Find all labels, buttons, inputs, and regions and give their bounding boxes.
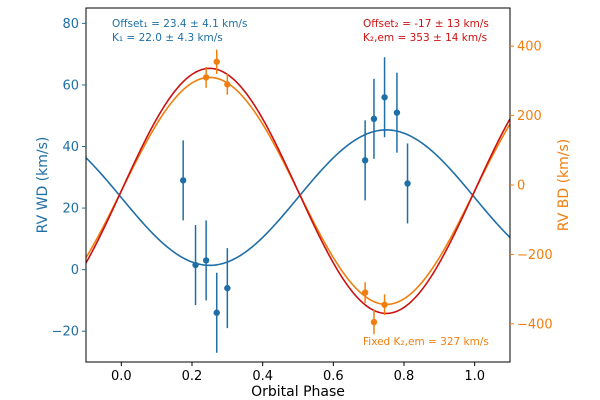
- y-left-axis-ticks: −20 0 20 40 60 80: [52, 17, 86, 340]
- data-marker: [361, 289, 369, 296]
- model-curve-bd_em_fit: [85, 67, 511, 315]
- data-point-wd-9: [404, 143, 411, 224]
- data-marker: [381, 301, 388, 308]
- data-point-wd-4: [224, 248, 231, 329]
- y-right-tick-label: 0: [517, 179, 525, 194]
- y-right-tick-label: −200: [517, 248, 553, 263]
- x-tick-label: 0.0: [111, 369, 132, 384]
- data-point-bd-3: [361, 282, 369, 303]
- y-right-axis-ticks: −400 −200 0 200 400: [510, 40, 553, 332]
- x-axis-ticks: 0.0 0.2 0.4 0.6 0.8 1.0: [111, 362, 485, 384]
- wd-k-annotation: K₁ = 22.0 ± 4.3 km/s: [112, 32, 223, 44]
- data-marker: [213, 309, 220, 316]
- data-point-wd-0: [179, 140, 187, 221]
- y-left-tick-label: 20: [62, 202, 79, 217]
- data-marker: [202, 74, 210, 81]
- y-left-tick-label: −20: [52, 325, 79, 340]
- data-marker: [381, 94, 388, 101]
- x-tick-label: 1.0: [464, 369, 485, 384]
- x-tick-label: 0.6: [323, 369, 344, 384]
- x-tick-label: 0.2: [182, 369, 203, 384]
- data-point-bd-2: [224, 73, 231, 95]
- data-marker: [404, 180, 411, 187]
- y-left-axis-title: RV WD (km/s): [35, 137, 51, 234]
- data-marker: [393, 109, 401, 116]
- x-tick-label: 0.4: [252, 369, 273, 384]
- x-axis-title: Orbital Phase: [251, 384, 345, 400]
- y-left-tick-label: 0: [71, 263, 79, 278]
- y-left-tick-label: 60: [62, 78, 79, 93]
- data-point-bd-0: [202, 67, 210, 88]
- data-point-wd-1: [192, 225, 199, 306]
- data-marker: [361, 157, 369, 164]
- data-point-bd-4: [370, 309, 378, 335]
- y-right-tick-label: 200: [517, 109, 542, 124]
- y-left-tick-label: 80: [62, 17, 79, 32]
- x-tick-label: 0.8: [394, 369, 415, 384]
- bd-fixed-annotation: Fixed K₂,em = 327 km/s: [363, 336, 489, 348]
- data-point-wd-2: [202, 220, 210, 301]
- data-marker: [192, 261, 199, 269]
- model-curve-wd: [85, 129, 511, 267]
- data-point-wd-8: [393, 72, 401, 153]
- data-marker: [224, 284, 231, 292]
- y-right-tick-label: 400: [517, 40, 542, 55]
- y-right-tick-label: −400: [517, 317, 553, 332]
- data-point-wd-7: [381, 57, 388, 138]
- data-point-wd-3: [213, 272, 220, 353]
- data-marker: [370, 318, 378, 326]
- data-marker: [224, 81, 231, 88]
- data-point-wd-5: [361, 120, 369, 201]
- model-curves: [85, 67, 511, 315]
- plot-frame: [85, 7, 511, 363]
- data-marker: [213, 58, 220, 65]
- data-point-bd-1: [213, 49, 220, 74]
- data-point-bd-5: [381, 294, 388, 316]
- data-points: [179, 49, 411, 353]
- data-marker: [179, 177, 187, 184]
- data-point-wd-6: [370, 78, 378, 159]
- wd-offset-annotation: Offset₁ = 23.4 ± 4.1 km/s: [112, 18, 247, 30]
- y-left-tick-label: 40: [62, 140, 79, 155]
- y-right-axis-title: RV BD (km/s): [556, 139, 572, 232]
- bd-k-annotation: K₂,em = 353 ± 14 km/s: [363, 32, 487, 44]
- data-marker: [202, 257, 210, 264]
- data-marker: [370, 115, 378, 123]
- bd-offset-annotation: Offset₂ = -17 ± 13 km/s: [363, 18, 489, 30]
